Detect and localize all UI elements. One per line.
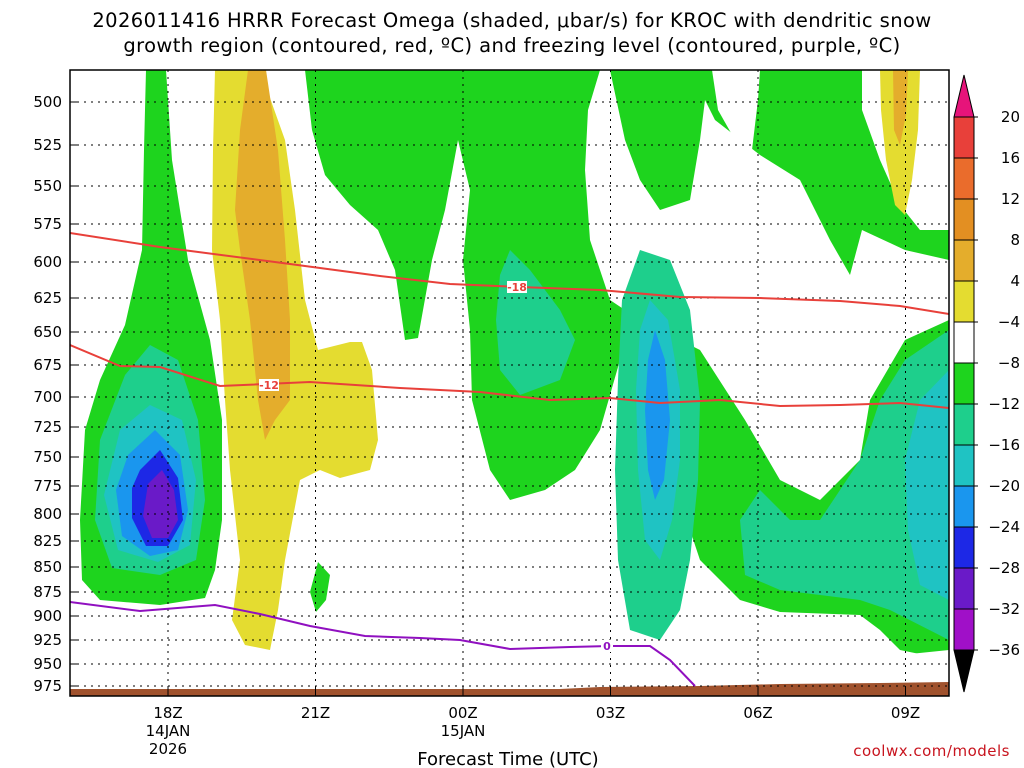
y-tick-label: 675 xyxy=(33,356,62,374)
colorbar-swatch xyxy=(953,362,975,405)
watermark: coolwx.com/models xyxy=(853,742,1010,760)
colorbar-swatch xyxy=(953,157,975,200)
colorbar-swatch xyxy=(953,567,975,610)
colorbar-label: −12 xyxy=(988,395,1020,413)
colorbar-label: 12 xyxy=(1001,190,1020,208)
colorbar-label: 16 xyxy=(1001,149,1020,167)
colorbar-swatch xyxy=(953,321,975,364)
colorbar-top-arrow xyxy=(953,74,975,118)
plot-frame xyxy=(69,69,950,697)
omega-fill-purple-18z xyxy=(143,470,178,538)
y-tick-label: 925 xyxy=(33,631,62,649)
y-tick-label: 850 xyxy=(33,558,62,576)
colorbar-bottom-arrow xyxy=(953,649,975,693)
x-axis-label: Forecast Time (UTC) xyxy=(417,749,598,768)
colorbar: 20 16 12 8 4 −4 −8 −12 −16 −20 −24 −28 −32 −36 xyxy=(953,74,1020,693)
y-tick-label: 625 xyxy=(33,289,62,307)
colorbar-label: 4 xyxy=(1010,272,1020,290)
contour-minus18 xyxy=(70,232,949,315)
colorbar-label: 20 xyxy=(1001,108,1020,126)
x-tick-date: 14JAN xyxy=(146,722,191,740)
x-tick-label: 21Z xyxy=(301,704,330,722)
colorbar-label: −36 xyxy=(988,641,1020,659)
colorbar-swatch xyxy=(953,526,975,569)
y-tick-label: 750 xyxy=(33,448,62,466)
contour-label-bg-minus18 xyxy=(507,281,527,293)
y-tick-label: 775 xyxy=(33,477,62,495)
omega-fill-white-upper-gap xyxy=(712,70,760,150)
x-tick-label: 06Z xyxy=(743,704,772,722)
colorbar-label: 8 xyxy=(1010,231,1020,249)
y-tick-label: 800 xyxy=(33,505,62,523)
colorbar-swatch xyxy=(953,485,975,528)
omega-fill-seafoam-right xyxy=(740,330,949,640)
y-tick-label: 650 xyxy=(33,323,62,341)
y-tick-label: 950 xyxy=(33,655,62,673)
colorbar-swatch xyxy=(953,444,975,487)
x-tick-year: 2026 xyxy=(149,740,187,758)
omega-fill-green-right-upper xyxy=(610,70,949,275)
contour-freezing-level xyxy=(70,601,696,687)
y-tick-label: 600 xyxy=(33,253,62,271)
y-tick-label: 875 xyxy=(33,583,62,601)
x-tick-label: 03Z xyxy=(596,704,625,722)
y-tick-label: 900 xyxy=(33,607,62,625)
y-axis: 500 525 550 575 600 625 650 675 700 725 750 775 800 8… xyxy=(33,93,78,695)
omega-fill-orange-20z xyxy=(235,70,290,440)
y-tick-label: 575 xyxy=(33,215,62,233)
y-tick-label: 725 xyxy=(33,418,62,436)
x-tick-date: 15JAN xyxy=(441,722,486,740)
chart-title: 2026011416 HRRR Forecast Omega (shaded, … xyxy=(0,8,1024,58)
y-tick-label: 975 xyxy=(33,677,62,695)
y-tick-label: 550 xyxy=(33,177,62,195)
colorbar-label: −28 xyxy=(988,559,1020,577)
omega-fill-white-lower-right xyxy=(700,640,949,696)
colorbar-label: −8 xyxy=(998,354,1020,372)
contour-minus12 xyxy=(70,344,949,409)
contour-label-minus18: -18 xyxy=(507,281,527,294)
y-tick-label: 700 xyxy=(33,388,62,406)
colorbar-label: −4 xyxy=(998,313,1020,331)
x-tick-label: 00Z xyxy=(448,704,477,722)
colorbar-swatch xyxy=(953,403,975,446)
colorbar-label: −16 xyxy=(988,436,1020,454)
contour-label-minus12: -12 xyxy=(259,379,279,392)
title-line-2: growth region (contoured, red, ºC) and f… xyxy=(123,34,901,57)
y-tick-label: 825 xyxy=(33,532,62,550)
contour-label-zero: 0 xyxy=(603,640,611,653)
colorbar-swatch xyxy=(953,608,975,651)
colorbar-label: −20 xyxy=(988,477,1020,495)
y-tick-label: 500 xyxy=(33,93,62,111)
contour-label-bg-zero xyxy=(601,640,613,652)
title-line-1: 2026011416 HRRR Forecast Omega (shaded, … xyxy=(92,9,932,32)
colorbar-label: −24 xyxy=(988,518,1020,536)
colorbar-swatch xyxy=(953,239,975,282)
x-tick-label: 09Z xyxy=(891,704,920,722)
contour-label-bg-minus12 xyxy=(259,379,279,391)
colorbar-label: −32 xyxy=(988,600,1020,618)
omega-fill-orange-upper-right xyxy=(893,70,908,145)
x-tick-label: 18Z xyxy=(153,704,182,722)
colorbar-swatch xyxy=(953,116,975,159)
colorbar-swatch xyxy=(953,280,975,323)
y-tick-label: 525 xyxy=(33,136,62,154)
colorbar-swatch xyxy=(953,198,975,241)
